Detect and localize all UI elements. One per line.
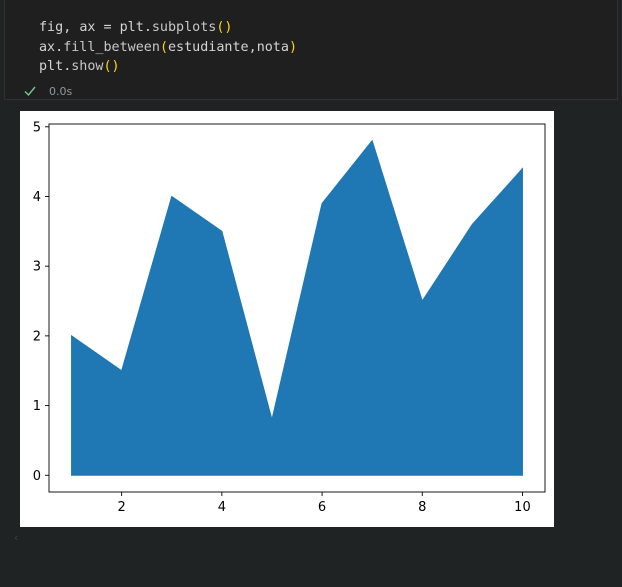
code-token: , (63, 20, 80, 35)
code-token: nota (256, 39, 289, 55)
code-token: fig (39, 20, 64, 35)
code-token: . (63, 59, 72, 74)
x-tick-label: 8 (418, 500, 426, 515)
code-token: plt (39, 59, 64, 74)
execution-status: 0.0s (23, 83, 72, 99)
code-token: . (143, 20, 152, 35)
code-token: ( (159, 39, 168, 55)
code-cell[interactable]: fig, ax = plt.subplots() ax.fill_between(… (4, 0, 618, 100)
x-tick-label: 6 (318, 500, 326, 515)
y-tick-label: 1 (33, 399, 41, 414)
y-tick-label: 4 (33, 190, 41, 205)
execution-time: 0.0s (49, 84, 73, 98)
code-token: estudiante (168, 39, 249, 55)
code-line: ax.fill_between(estudiante,nota) (39, 38, 297, 58)
code-token: plt (119, 20, 144, 35)
area-chart: 2 4 6 8 10 0 1 2 3 4 5 (33, 120, 546, 515)
code-token: ax (39, 39, 56, 55)
code-token: subplots (151, 20, 217, 35)
plot-output: 2 4 6 8 10 0 1 2 3 4 5 (20, 111, 554, 527)
code-line: fig, ax = plt.subplots() (39, 18, 297, 38)
code-editor[interactable]: fig, ax = plt.subplots() ax.fill_between(… (39, 18, 297, 77)
code-token: () (103, 59, 120, 74)
scroll-left-icon[interactable]: ‹ (14, 531, 19, 544)
x-tick-label: 4 (218, 500, 226, 515)
y-tick-label: 3 (33, 260, 41, 275)
code-token: ax (79, 20, 96, 35)
axes-frame (48, 123, 546, 493)
check-icon (24, 86, 36, 97)
code-token: fill_between (63, 39, 160, 55)
code-token: = (95, 20, 120, 35)
y-tick-label: 0 (33, 469, 41, 484)
x-tick-label: 10 (514, 500, 531, 515)
code-token: . (55, 39, 64, 55)
code-line: plt.show() (39, 57, 297, 77)
code-token: () (216, 20, 233, 35)
code-token: , (248, 39, 257, 55)
code-token: show (71, 59, 104, 74)
y-tick-label: 5 (33, 120, 41, 135)
area-series (71, 139, 523, 476)
code-token: ) (288, 39, 297, 55)
y-tick-label: 2 (33, 329, 41, 344)
x-tick-label: 2 (118, 500, 126, 515)
